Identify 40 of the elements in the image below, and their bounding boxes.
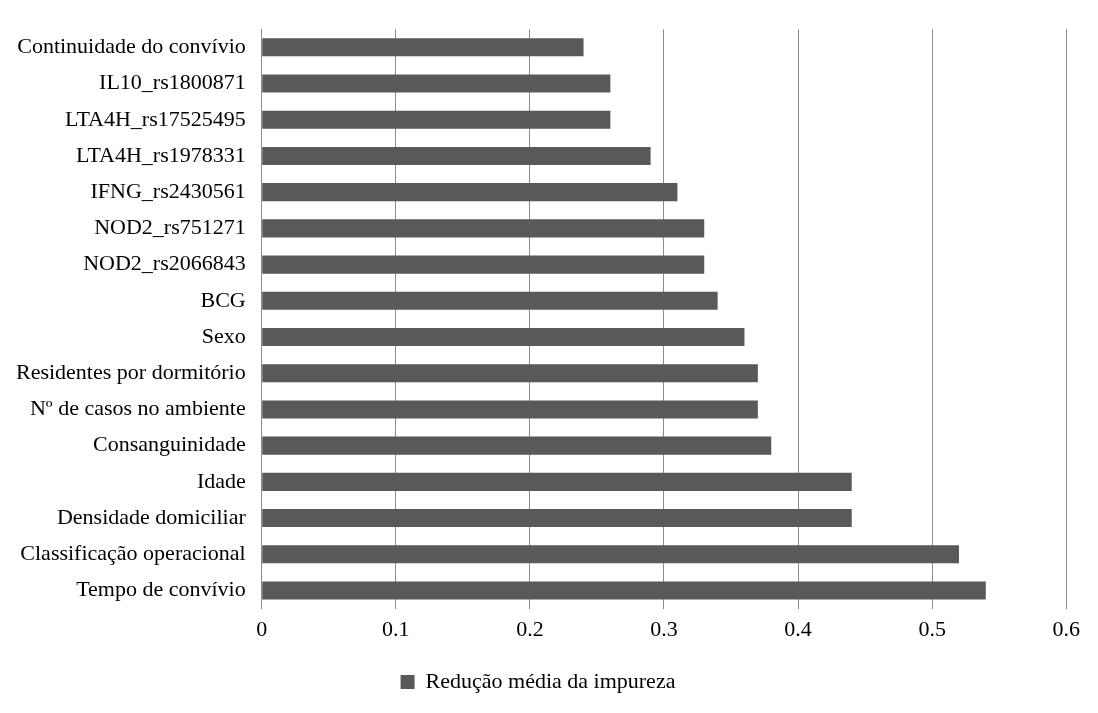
bar [262,255,705,274]
bar [262,183,678,202]
bar [262,436,772,455]
x-tick-label: 0.3 [650,615,678,641]
y-tick-label: NOD2_rs2066843 [83,250,246,276]
y-tick-label: Sexo [201,322,246,348]
bar [262,291,718,310]
y-tick-label: BCG [200,286,246,312]
y-tick-label: Idade [196,467,246,493]
bar [262,509,852,528]
y-tick-label: Classificação operacional [20,540,246,566]
bar [262,74,611,93]
y-tick-label: NOD2_rs751271 [94,214,246,240]
y-tick-label: Consanguinidade [92,431,246,457]
x-tick-label: 0.1 [382,615,410,641]
y-tick-label: Tempo de convívio [76,576,246,602]
bar [262,364,758,383]
y-tick-label: Densidade domiciliar [56,503,247,529]
x-tick-label: 0.4 [784,615,812,641]
y-tick-label: IFNG_rs2430561 [90,177,246,203]
bar [262,110,611,129]
y-tick-label: LTA4H_rs1978331 [75,141,246,167]
y-tick-label: Residentes por dormitório [15,359,246,384]
y-tick-label: LTA4H_rs17525495 [64,105,246,131]
y-tick-label: Continuidade do convívio [17,33,246,59]
y-tick-label: IL10_rs1800871 [99,69,246,95]
bar [262,581,986,600]
y-tick-label: Nº de casos no ambiente [29,395,246,421]
bar [262,38,584,57]
x-tick-label: 0 [256,615,268,641]
bar [262,219,705,238]
bar [262,327,745,347]
bar [262,472,852,491]
x-tick-label: 0.6 [1052,615,1080,641]
bar [262,146,651,165]
bar [262,400,758,419]
legend-label: Redução média da impureza [425,667,676,693]
bar [262,545,959,564]
x-tick-label: 0.2 [516,615,544,641]
x-tick-label: 0.5 [918,615,946,641]
